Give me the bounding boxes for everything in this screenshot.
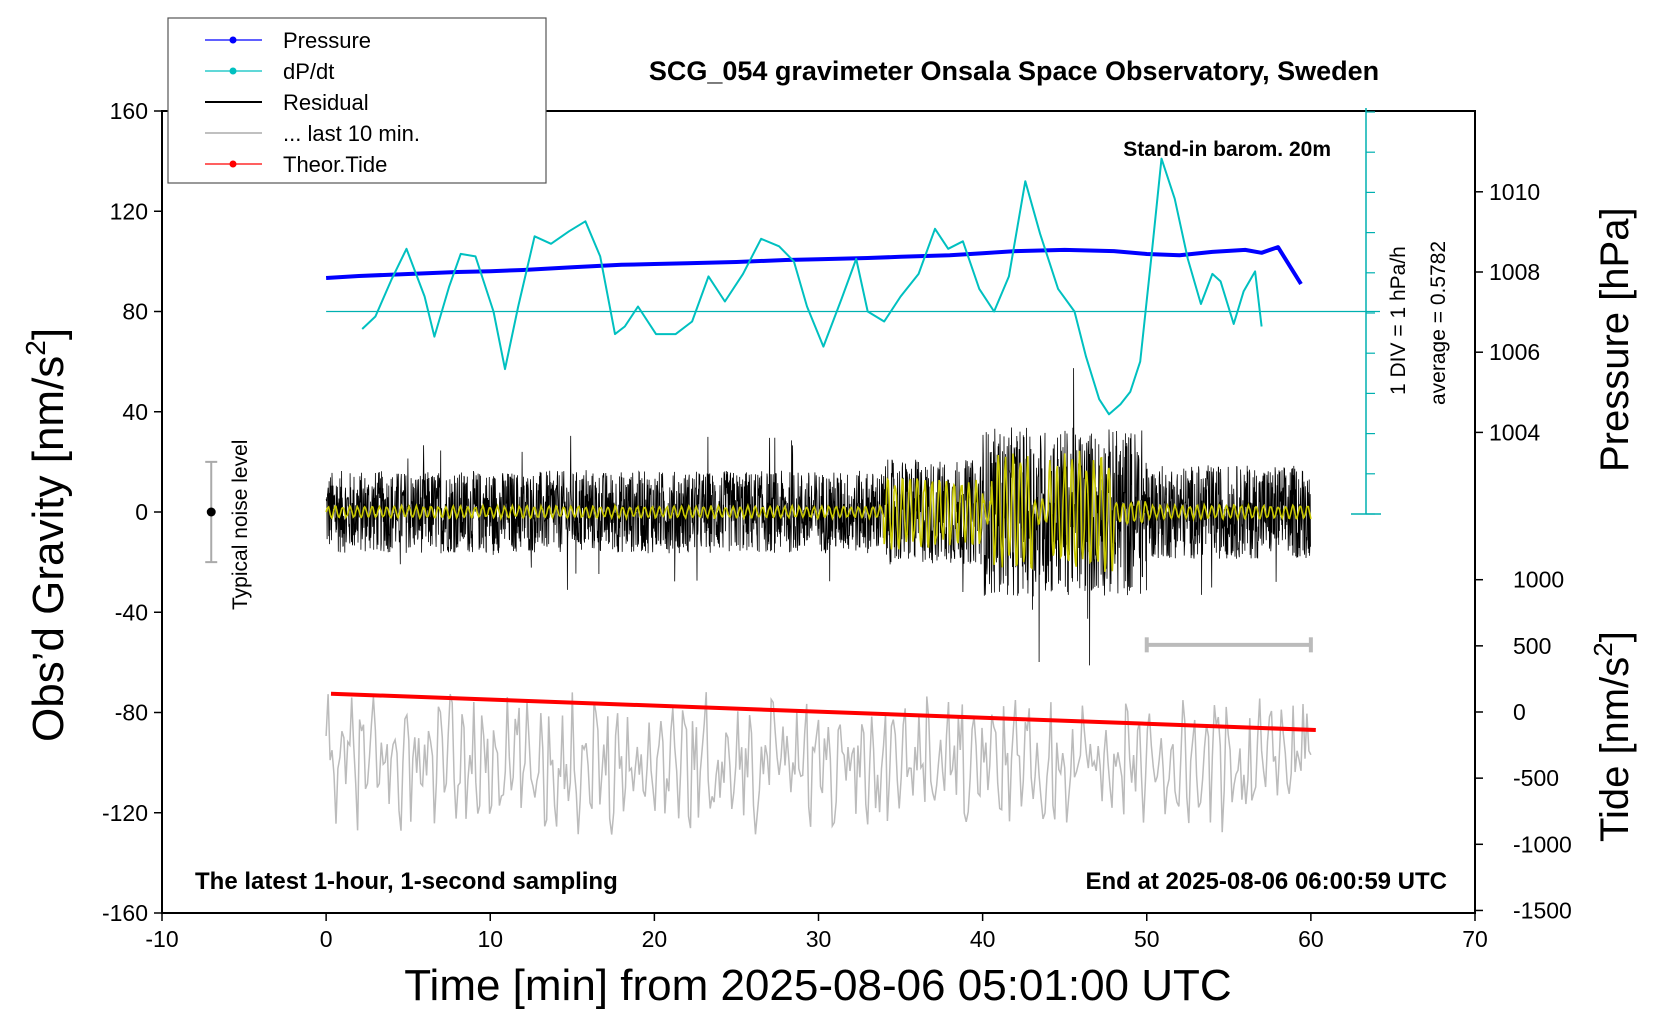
legend-swatch-marker bbox=[229, 36, 237, 44]
y-tick-label: 120 bbox=[110, 198, 148, 224]
y-axis-title-tide: Tide [nm/s2] bbox=[1588, 631, 1637, 842]
tide-tick-label: -1500 bbox=[1513, 897, 1572, 923]
x-tick-label: 0 bbox=[320, 926, 333, 952]
legend-label: dP/dt bbox=[283, 59, 334, 84]
legend: Pressure dP/dt Residual ... last 10 min. The… bbox=[167, 17, 547, 184]
barometer-note: Stand-in barom. 20m bbox=[1123, 138, 1331, 161]
legend-swatch-marker bbox=[229, 160, 237, 168]
legend-label: Theor.Tide bbox=[283, 152, 387, 177]
y-tick-label: -120 bbox=[102, 800, 148, 826]
y-tick-label: -40 bbox=[115, 599, 148, 625]
noise-center-dot bbox=[206, 507, 216, 517]
y-tick-label: 0 bbox=[135, 499, 148, 525]
bottom-left-note: The latest 1-hour, 1-second sampling bbox=[195, 868, 618, 895]
x-tick-label: -10 bbox=[145, 926, 178, 952]
tide-tick-label: -1000 bbox=[1513, 831, 1572, 857]
dpdt-line bbox=[361, 157, 1263, 416]
last-10-min-series bbox=[325, 637, 1313, 835]
average-note: average = 0.5782 bbox=[1427, 241, 1450, 405]
pressure-line bbox=[325, 245, 1303, 286]
legend-label: Pressure bbox=[283, 28, 371, 53]
dpdt-scale-axis bbox=[326, 108, 1381, 515]
pressure-tick-label: 1010 bbox=[1489, 179, 1540, 205]
y-tick-label: 40 bbox=[122, 399, 148, 425]
y-axis-ticks-gravity: -160 -120 -80 -40 0 40 80 120 160 bbox=[102, 98, 162, 926]
y-tick-label: -160 bbox=[102, 900, 148, 926]
x-tick-label: 70 bbox=[1462, 926, 1488, 952]
y-tick-label: 160 bbox=[110, 98, 148, 124]
x-axis-ticks: -10 0 10 20 30 40 50 60 70 bbox=[145, 913, 1488, 952]
noise-level-marker bbox=[205, 460, 218, 564]
x-tick-label: 20 bbox=[642, 926, 668, 952]
residual-series bbox=[325, 368, 1312, 666]
y-axis-title-gravity: Obs’d Gravity [nm/s2] bbox=[20, 328, 73, 742]
legend-label: ... last 10 min. bbox=[283, 121, 420, 146]
legend-entries: Pressure dP/dt Residual ... last 10 min. The… bbox=[205, 28, 420, 177]
tide-tick-label: 500 bbox=[1513, 633, 1551, 659]
x-tick-label: 60 bbox=[1298, 926, 1324, 952]
last-10-min-line bbox=[325, 692, 1312, 835]
y-tick-label: -80 bbox=[115, 700, 148, 726]
series-lines bbox=[325, 157, 1316, 732]
x-tick-label: 40 bbox=[970, 926, 996, 952]
tide-tick-label: -500 bbox=[1513, 765, 1559, 791]
pressure-tick-label: 1004 bbox=[1489, 419, 1540, 445]
pressure-tick-label: 1008 bbox=[1489, 259, 1540, 285]
chart-title: SCG_054 gravimeter Onsala Space Observat… bbox=[649, 56, 1379, 86]
y-axis-title-pressure: Pressure [hPa] bbox=[1593, 207, 1637, 472]
tide-tick-label: 0 bbox=[1513, 699, 1526, 725]
tide-tick-label: 1000 bbox=[1513, 567, 1564, 593]
div-note: 1 DIV = 1 hPa/h bbox=[1387, 246, 1410, 395]
bottom-right-note: End at 2025-08-06 06:00:59 UTC bbox=[1086, 868, 1448, 895]
legend-box bbox=[167, 17, 547, 184]
y-axis-ticks-tide: -1500 -1000 -500 0 500 1000 bbox=[1475, 567, 1572, 923]
tide-line bbox=[330, 691, 1316, 732]
filtered-residual-line bbox=[325, 450, 1312, 572]
residual-line bbox=[325, 368, 1311, 666]
y-axis-ticks-pressure: 1004 1006 1008 1010 bbox=[1475, 179, 1540, 445]
x-tick-label: 30 bbox=[806, 926, 832, 952]
noise-note: Typical noise level bbox=[229, 440, 252, 610]
x-tick-label: 10 bbox=[477, 926, 503, 952]
pressure-tick-label: 1006 bbox=[1489, 339, 1540, 365]
legend-label: Residual bbox=[283, 90, 369, 115]
x-tick-label: 50 bbox=[1134, 926, 1160, 952]
y-tick-label: 80 bbox=[122, 299, 148, 325]
x-axis-title: Time [min] from 2025-08-06 05:01:00 UTC bbox=[404, 961, 1231, 1010]
legend-swatch-marker bbox=[229, 67, 237, 75]
